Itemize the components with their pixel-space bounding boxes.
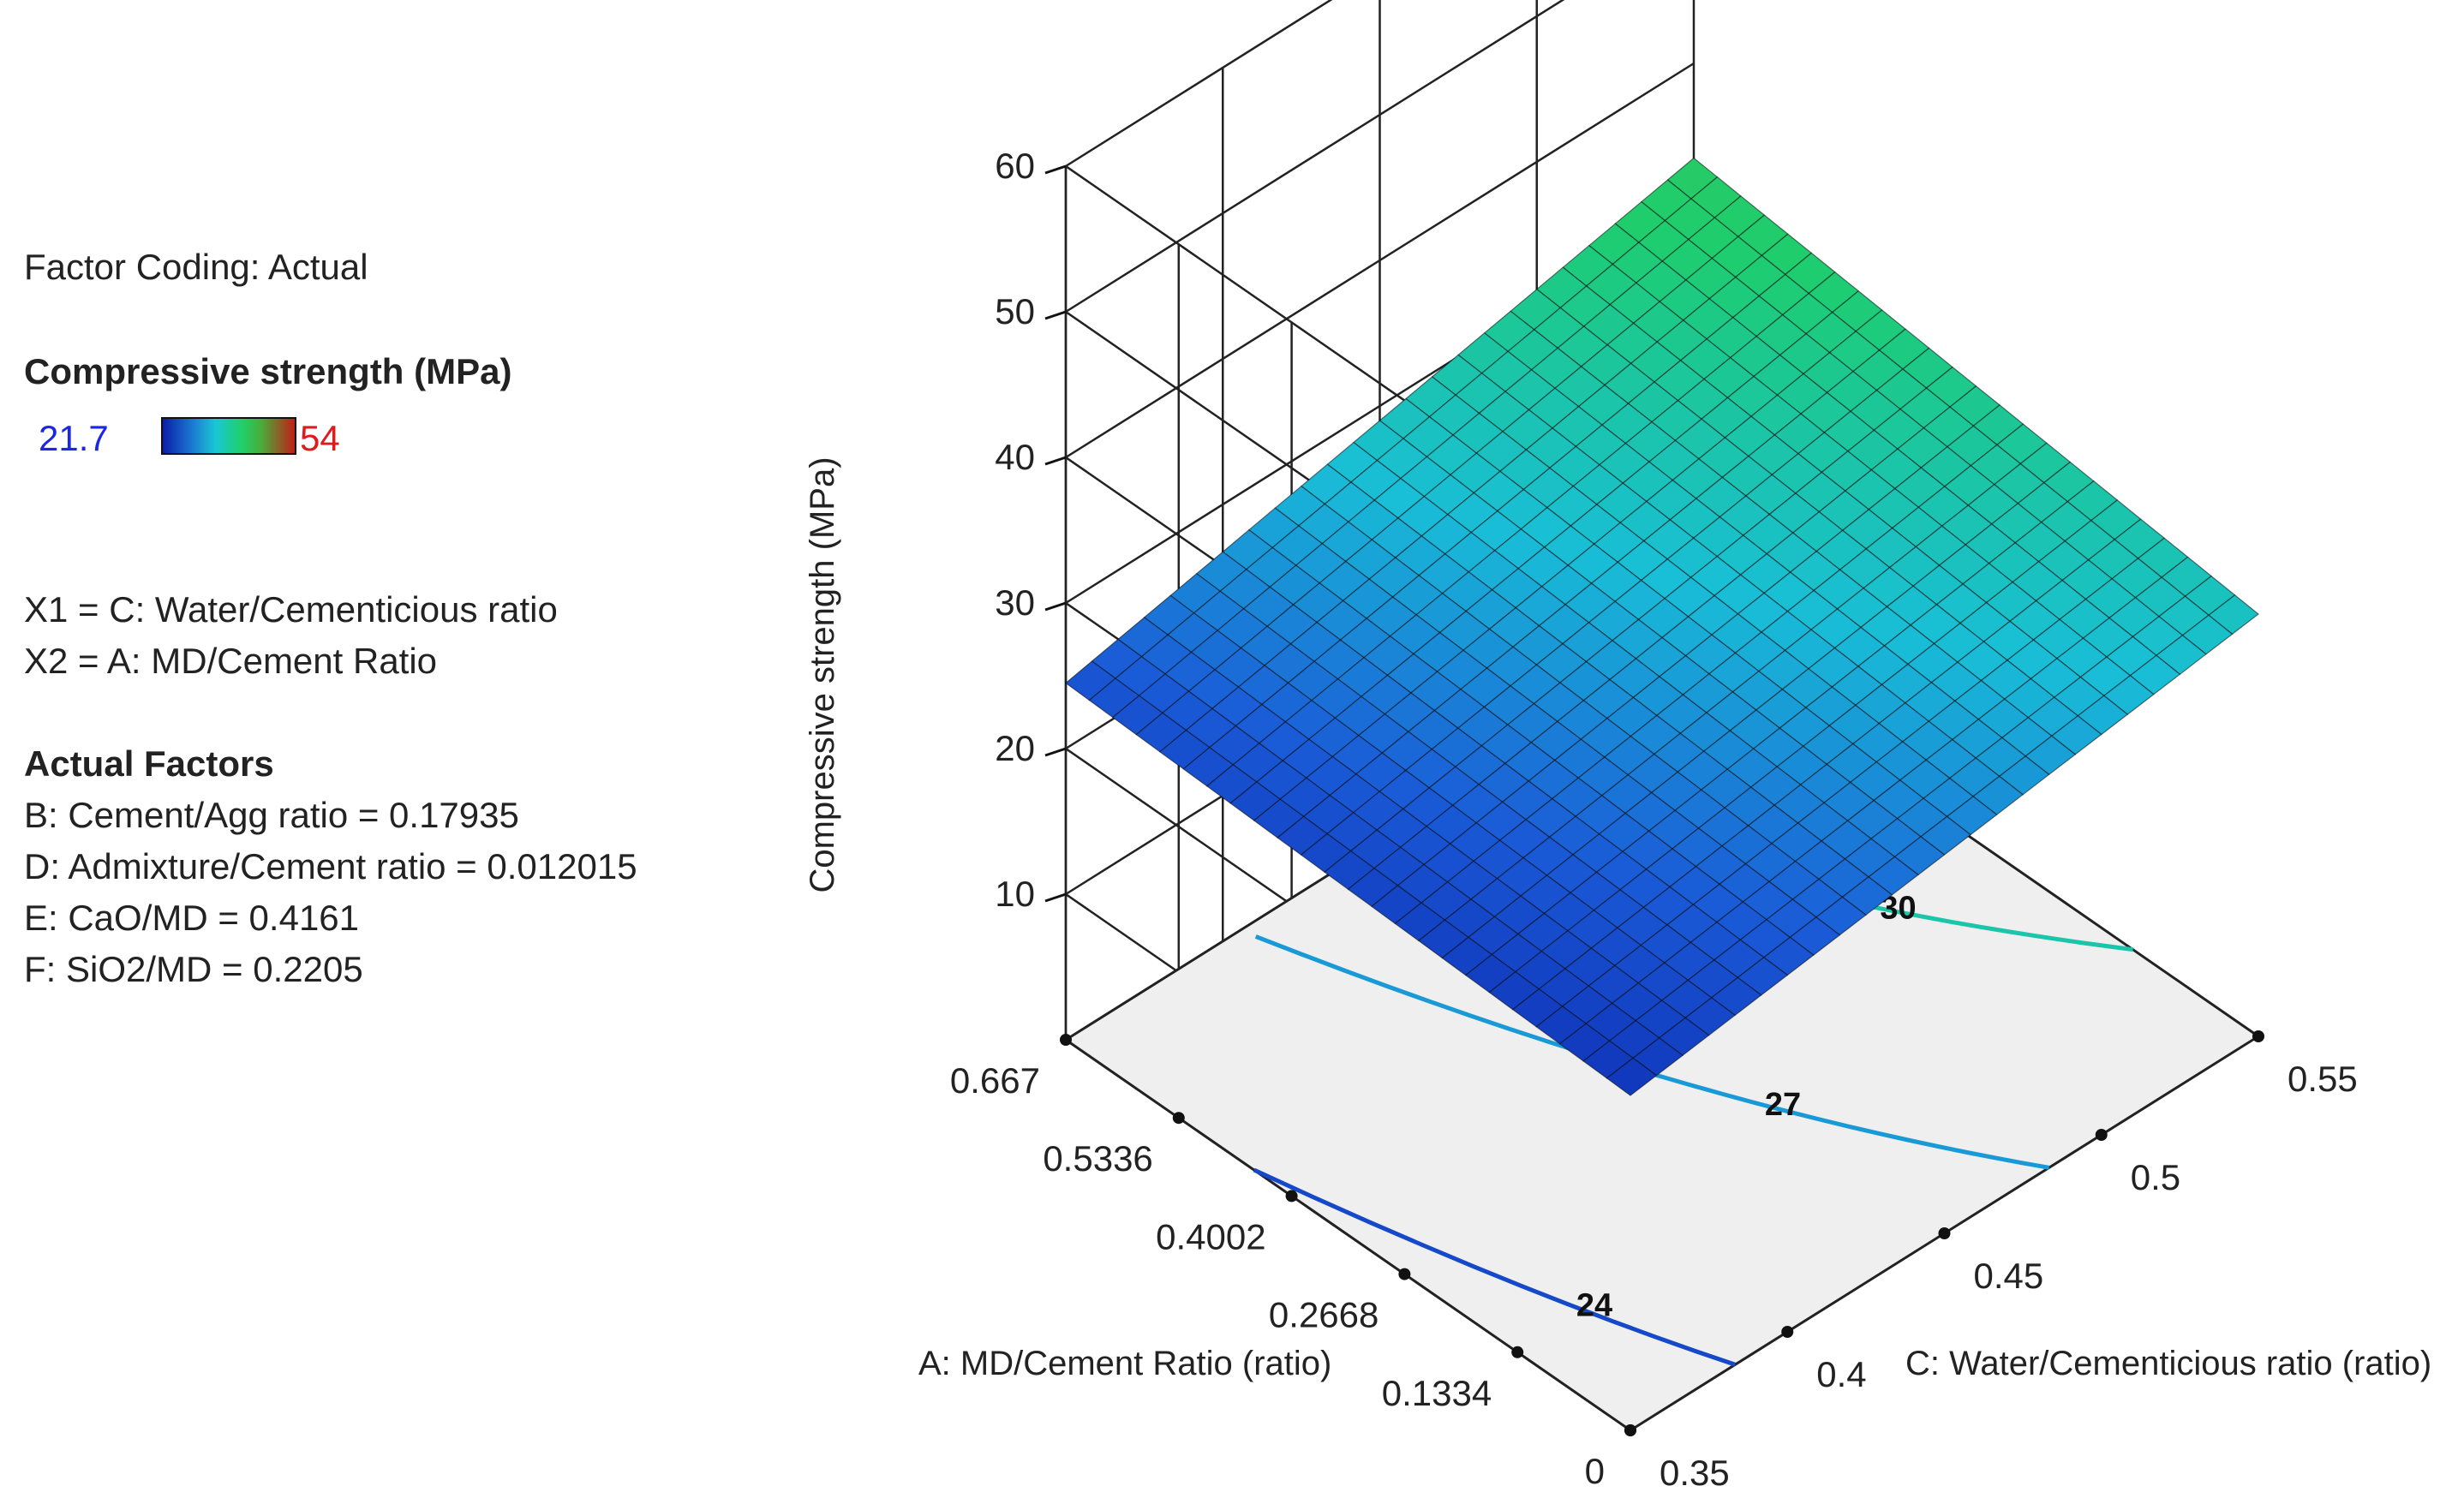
z-tick — [1044, 310, 1067, 320]
surface-cell — [1606, 1057, 1658, 1096]
z-tick — [1044, 747, 1067, 757]
x-tick-label: 0.5 — [2131, 1157, 2180, 1197]
z-tick — [1044, 601, 1067, 612]
x2-definition: X2 = A: MD/Cement Ratio — [24, 641, 438, 681]
response-title: Compressive strength (MPa) — [24, 351, 512, 391]
color-range-max: 54 — [300, 418, 340, 458]
z-axis-title: Compressive strength (MPa) — [804, 457, 841, 892]
factor-f: F: SiO2/MD = 0.2205 — [24, 949, 363, 989]
z-tick-label: 10 — [995, 874, 1035, 914]
z-tick-label: 50 — [995, 291, 1035, 331]
y-tick — [1060, 1034, 1072, 1046]
y-tick-label: 0.5336 — [1043, 1138, 1152, 1179]
actual-factors-title: Actual Factors — [24, 743, 274, 784]
x-tick-label: 0.35 — [1660, 1453, 1730, 1492]
z-tick-label: 60 — [995, 146, 1035, 186]
factor-e: E: CaO/MD = 0.4161 — [24, 898, 360, 938]
factor-b: B: Cement/Agg ratio = 0.17935 — [24, 795, 519, 835]
y-tick-label: 0 — [1585, 1451, 1605, 1491]
contour-line — [1254, 934, 2050, 1170]
z-tick-label: 40 — [995, 437, 1035, 477]
y-tick — [1172, 1112, 1185, 1125]
y-axis-title: A: MD/Cement Ratio (ratio) — [918, 1345, 1331, 1382]
z-tick — [1044, 456, 1067, 466]
contour-line — [1253, 1167, 1737, 1367]
x-tick — [1781, 1326, 1794, 1338]
y-tick-label: 0.1334 — [1382, 1373, 1492, 1413]
y-tick — [1511, 1346, 1524, 1358]
y-tick-label: 0.667 — [950, 1060, 1040, 1101]
y-tick-label: 0.4002 — [1156, 1216, 1265, 1256]
x-tick — [1938, 1227, 1951, 1239]
axes: 10 20 30 40 50 60 0 0.13340.26680.40020.53360.6… — [804, 146, 2431, 1492]
contour-label: 27 — [1765, 1087, 1801, 1123]
z-tick-label: 20 — [995, 728, 1035, 768]
x-tick-label: 0.55 — [2288, 1059, 2358, 1099]
y-tick-label: 0.2668 — [1269, 1295, 1379, 1335]
contour-label: 24 — [1576, 1288, 1612, 1324]
color-range-min: 21.7 — [39, 418, 109, 458]
y-tick — [1398, 1268, 1411, 1280]
surface-plot: 24273033 10203040506000.13340.26680.4002… — [804, 0, 2431, 1492]
x1-definition: X1 = C: Water/Cementicious ratio — [24, 589, 558, 630]
x-tick — [2095, 1129, 2108, 1141]
z-tick-label: 30 — [995, 582, 1035, 623]
factor-coding-label: Factor Coding: Actual — [24, 247, 368, 287]
response-surface — [1065, 157, 2259, 1096]
z-tick — [1044, 164, 1067, 175]
x-tick-label: 0.4 — [1816, 1354, 1866, 1394]
x-axis-title: C: Water/Cementicious ratio (ratio) — [1905, 1345, 2431, 1382]
color-scale-bar — [161, 417, 296, 455]
z-tick — [1044, 892, 1067, 903]
x-tick — [1624, 1424, 1636, 1436]
factor-d: D: Admixture/Cement ratio = 0.012015 — [24, 846, 637, 886]
x-tick — [2252, 1030, 2264, 1042]
x-tick-label: 0.45 — [1974, 1256, 2044, 1296]
legend-panel: Factor Coding: Actual Compressive streng… — [24, 0, 795, 1492]
y-tick — [1285, 1190, 1298, 1203]
